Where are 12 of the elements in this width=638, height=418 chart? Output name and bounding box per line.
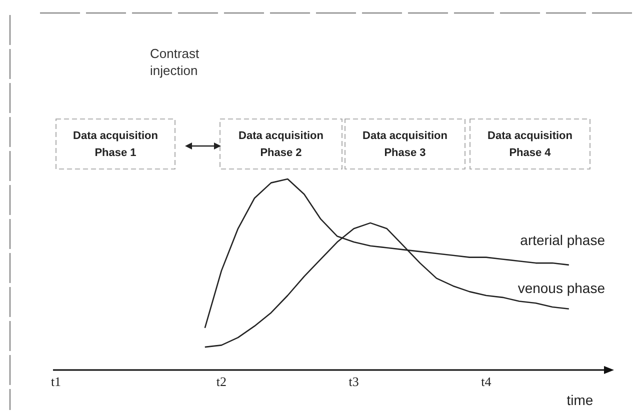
x-tick-label: t3 bbox=[348, 374, 359, 389]
series-label: arterial phase bbox=[520, 232, 606, 248]
x-tick-label: t1 bbox=[50, 374, 62, 389]
text: Data acquisition Phase 4 bbox=[488, 130, 573, 159]
text: Contrast injection bbox=[150, 46, 200, 78]
series-label: venous phase bbox=[518, 280, 606, 296]
text: Data acquisition Phase 3 bbox=[362, 130, 448, 159]
text: Data acquisition Phase 1 bbox=[73, 130, 158, 159]
x-axis-title: time bbox=[566, 392, 594, 408]
text: Data acquisition Phase 2 bbox=[238, 130, 324, 159]
x-tick-label: t2 bbox=[216, 374, 227, 389]
x-tick-label: t4 bbox=[481, 374, 492, 389]
